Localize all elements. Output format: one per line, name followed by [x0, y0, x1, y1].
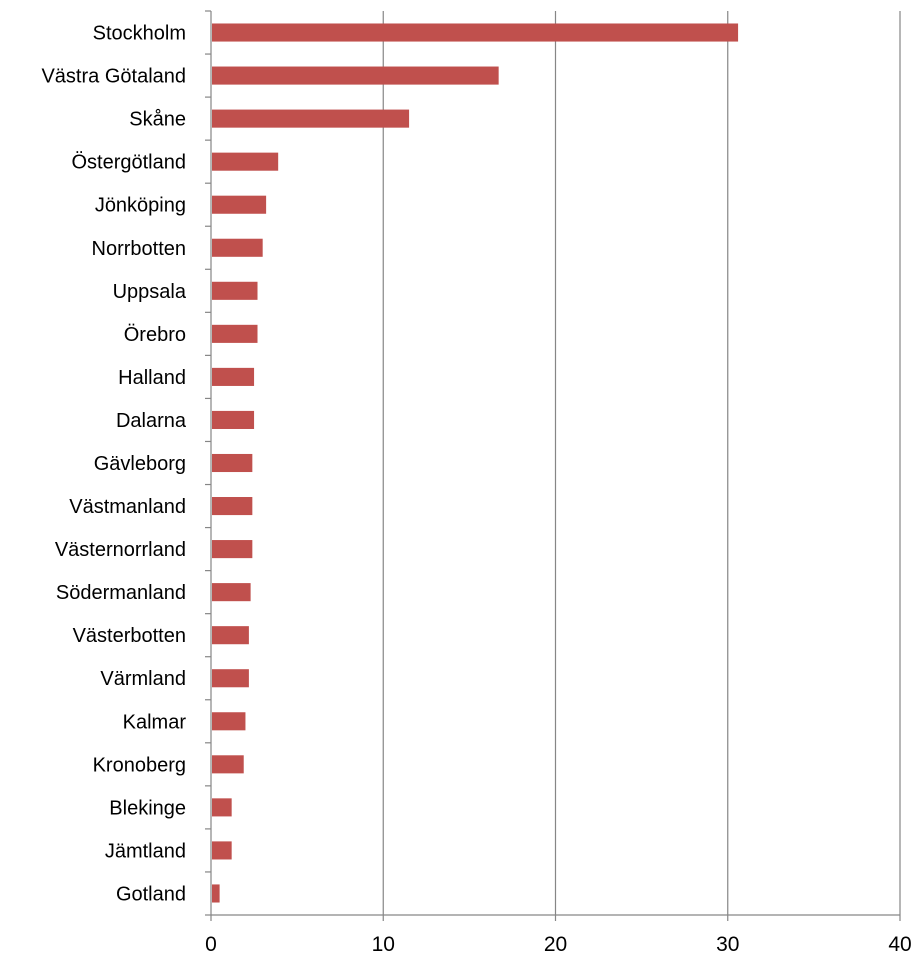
category-label: Östergötland	[71, 152, 186, 174]
bar	[212, 367, 255, 386]
bar	[212, 583, 251, 602]
category-labels: Stockholm Västra Götaland Skåne Östergötlan…	[41, 23, 186, 906]
category-label: Kalmar	[123, 711, 187, 733]
bar	[212, 755, 244, 774]
x-tick-labels: 0 10 20 30 40	[205, 933, 912, 956]
category-label: Gotland	[116, 883, 186, 905]
category-label: Örebro	[124, 324, 186, 346]
bar	[212, 884, 220, 903]
bar	[212, 798, 232, 817]
category-label: Västerbotten	[73, 625, 186, 647]
bar	[212, 453, 253, 473]
category-label: Blekinge	[109, 797, 186, 819]
category-label: Jönköping	[95, 195, 186, 217]
category-label: Stockholm	[93, 23, 186, 45]
x-tick-label: 10	[372, 933, 395, 956]
bar	[212, 238, 263, 257]
bar	[212, 841, 232, 860]
x-tick-label: 30	[716, 933, 739, 956]
category-label: Halland	[118, 367, 186, 389]
bar	[212, 195, 267, 214]
bar	[212, 540, 253, 559]
bar	[212, 281, 258, 300]
bar	[212, 410, 255, 429]
x-tick-label: 40	[888, 933, 911, 956]
category-label: Värmland	[100, 668, 186, 690]
bar	[212, 23, 739, 42]
category-label: Västmanland	[69, 496, 186, 518]
bar	[212, 324, 258, 343]
category-label: Västra Götaland	[41, 66, 186, 88]
category-label: Jämtland	[105, 840, 186, 862]
bar	[212, 712, 246, 731]
x-tick-label: 20	[544, 933, 567, 956]
bar	[212, 669, 249, 688]
bar	[212, 109, 410, 128]
bar	[212, 497, 253, 516]
bar	[212, 66, 499, 85]
category-label: Norrbotten	[92, 238, 187, 260]
category-label: Västernorrland	[55, 539, 186, 561]
bar	[212, 152, 279, 171]
category-label: Skåne	[129, 109, 186, 131]
gridlines	[382, 11, 901, 915]
category-label: Gävleborg	[94, 453, 186, 475]
category-label: Kronoberg	[93, 754, 186, 776]
category-label: Uppsala	[113, 281, 187, 303]
bars	[212, 23, 739, 903]
bar	[212, 626, 249, 645]
category-label: Södermanland	[56, 582, 186, 604]
axes	[205, 10, 901, 921]
category-label: Dalarna	[116, 410, 187, 432]
x-tick-label: 0	[205, 933, 217, 956]
